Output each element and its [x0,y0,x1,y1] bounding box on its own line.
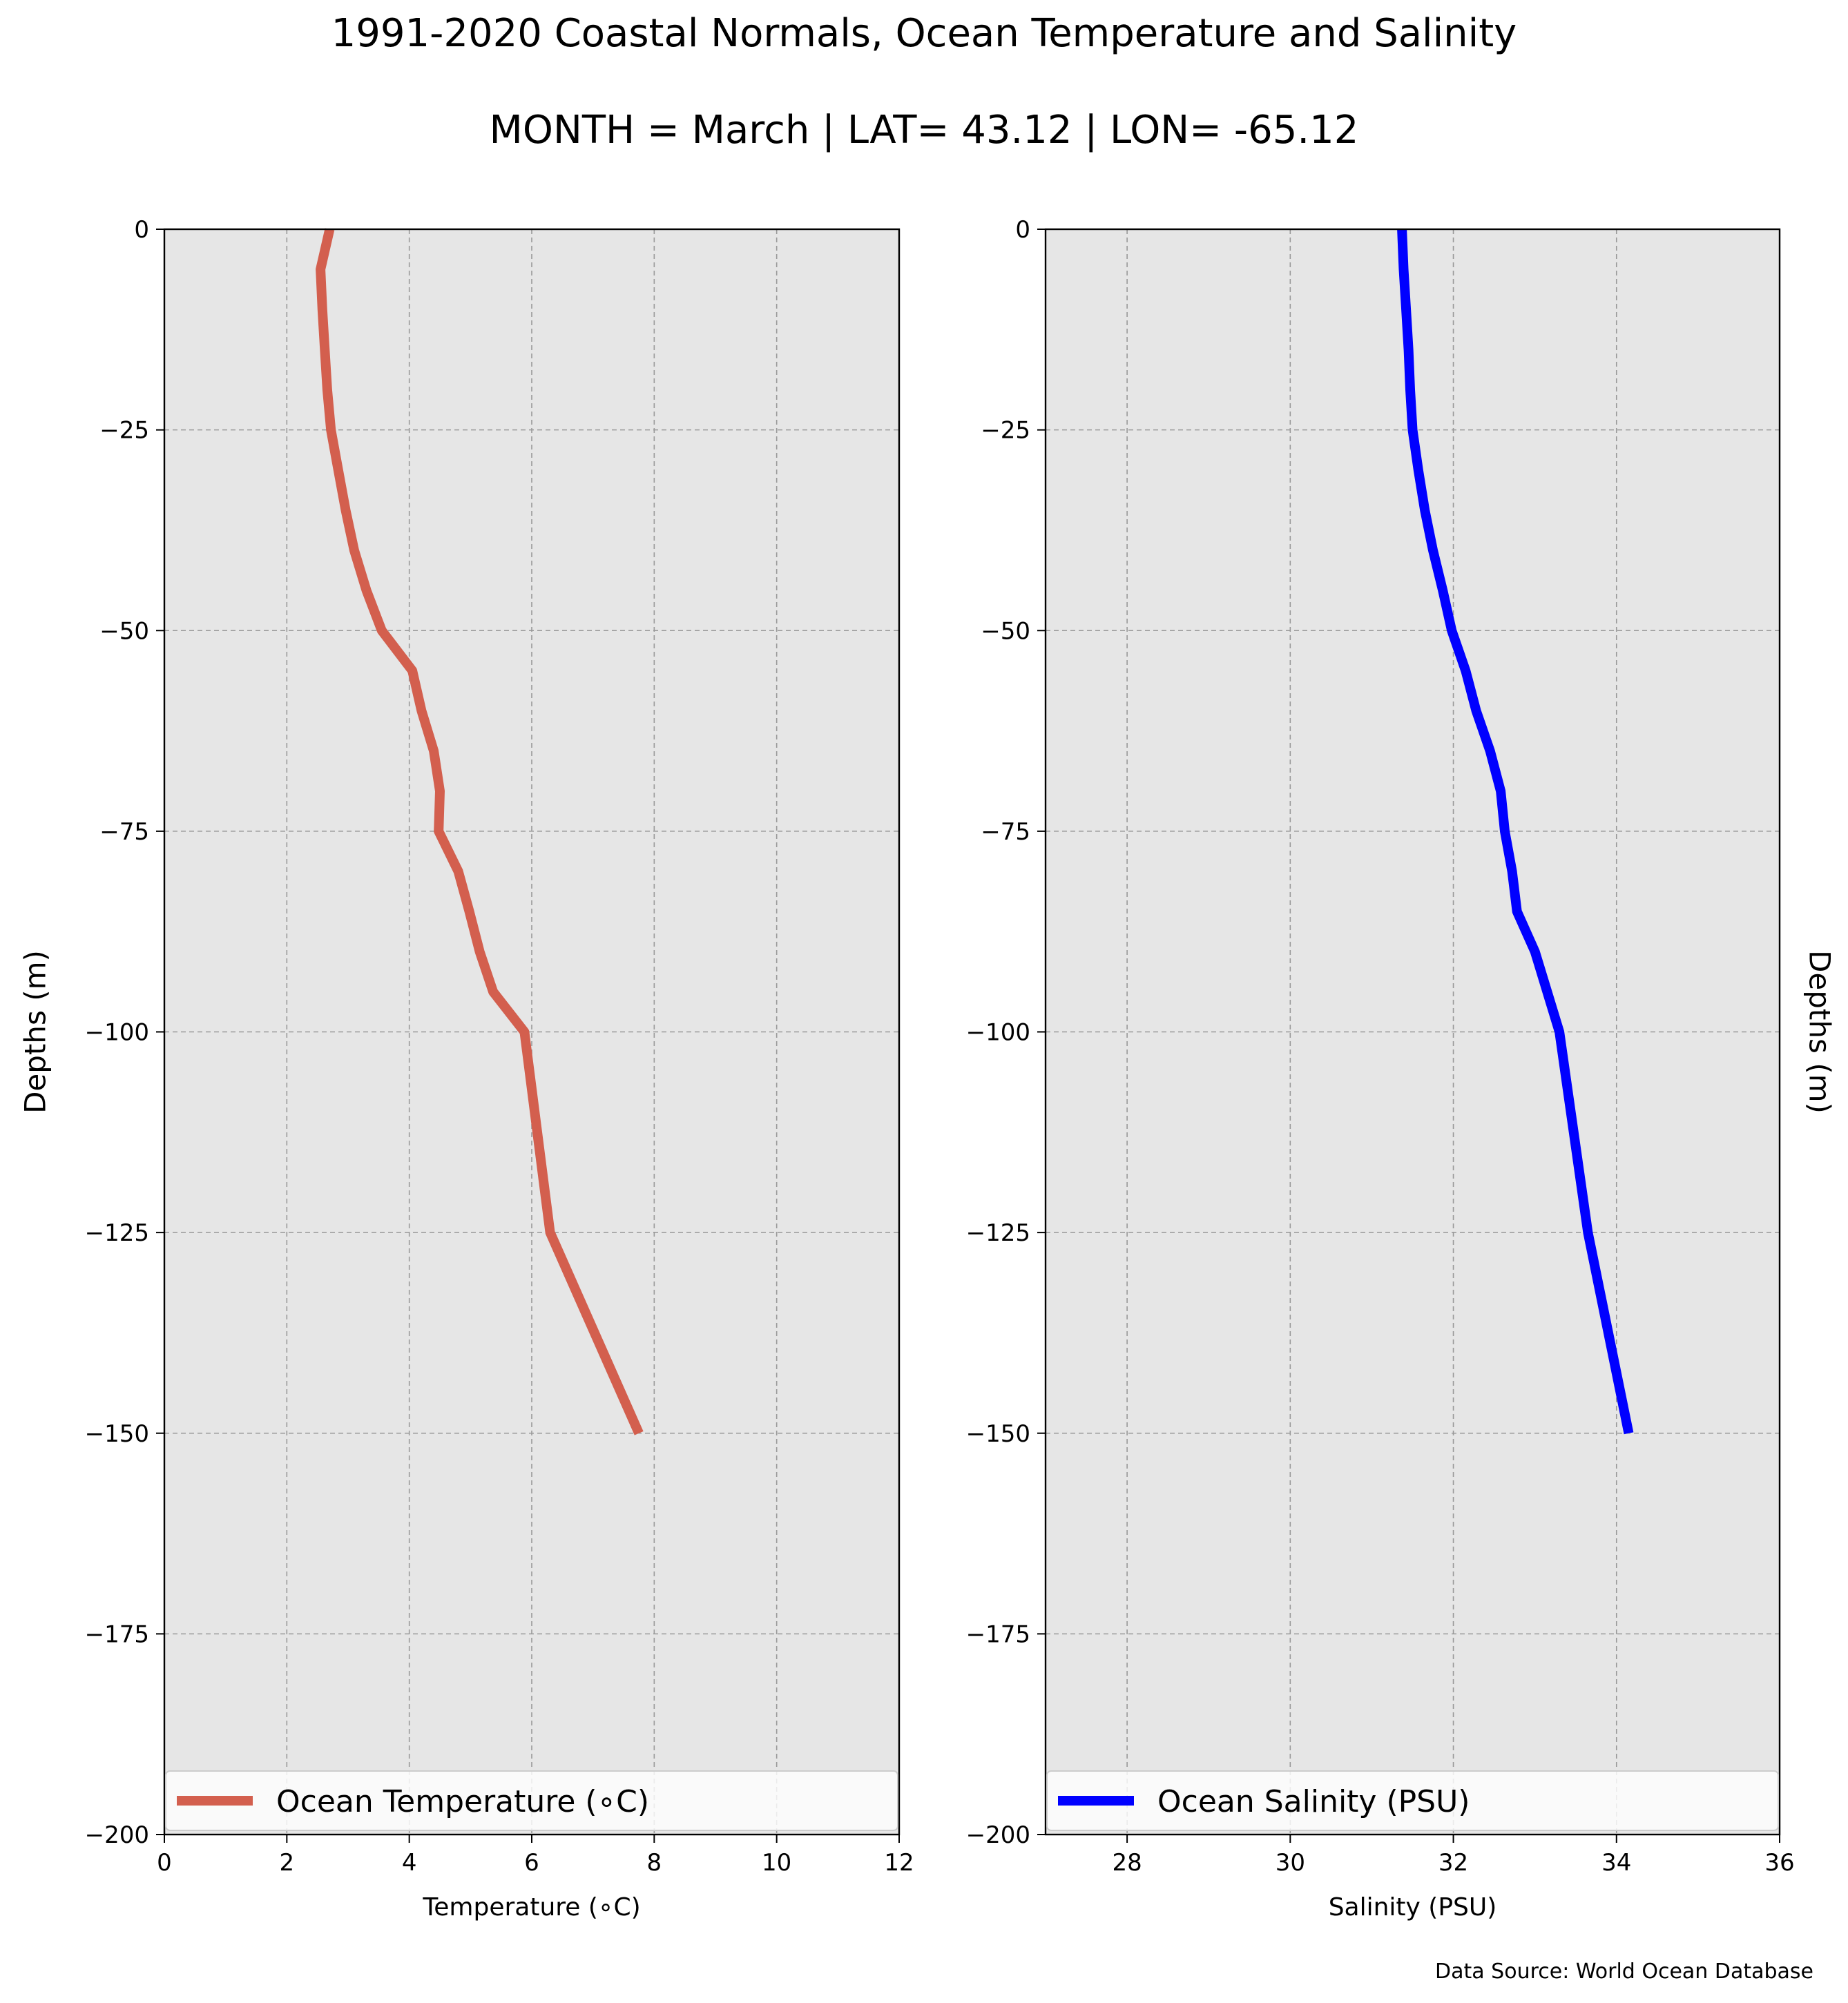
series-line-2-1 [1397,229,1634,1435]
y-tick-label: −175 [85,1620,149,1648]
legend: Ocean Salinity (PSU) [1046,1770,1779,1831]
x-axis-label: Temperature (∘C) [422,1893,640,1922]
x-tick-label: 8 [647,1849,662,1877]
legend-label: Ocean Temperature (∘C) [276,1784,649,1819]
y-tick-label: −150 [966,1420,1030,1448]
y-tick-label: −75 [99,818,149,846]
chart-subtitle: MONTH = March | LAT= 43.12 | LON= -65.12 [489,108,1359,153]
legend-box [165,1770,898,1831]
legend: Ocean Temperature (∘C) [165,1770,898,1831]
y-tick-label: 0 [1015,216,1030,244]
y-tick-label: −100 [85,1019,149,1047]
legend-label: Ocean Salinity (PSU) [1157,1784,1470,1819]
y-tick-label: −50 [981,617,1030,645]
x-tick-label: 10 [762,1849,791,1877]
x-tick-label: 12 [884,1849,914,1877]
x-tick-label: 6 [524,1849,539,1877]
y-tick-label: −100 [966,1019,1030,1047]
x-tick-label: 4 [402,1849,417,1877]
data-source-note: Data Source: World Ocean Database [1435,1960,1813,1984]
x-tick-label: 36 [1764,1849,1794,1877]
y-tick-label: −175 [966,1620,1030,1648]
y-axis-label: Depths (m) [19,950,52,1114]
x-axis-label: Salinity (PSU) [1329,1893,1497,1922]
y-tick-label: −125 [85,1219,149,1247]
chart-title: 1991-2020 Coastal Normals, Ocean Tempera… [331,11,1517,56]
x-tick-label: 32 [1438,1849,1468,1877]
y-tick-label: −200 [85,1821,149,1849]
x-tick-label: 2 [280,1849,295,1877]
x-tick-label: 34 [1601,1849,1631,1877]
y-tick-label: −150 [85,1420,149,1448]
y-tick-label: −25 [99,417,149,445]
y-tick-label: −50 [99,617,149,645]
y-axis-label: Depths (m) [1803,950,1837,1114]
chart-panel-2: 28 30 32 34 36 0 −25 −50 −75 −100 −125 −150 −175 −200… [966,216,1837,1922]
y-tick-label: 0 [134,216,149,244]
chart-panel-1: 0 2 4 6 8 10 12 0 −25 −50 −75 −100 −125 −150 −175 −200 T… [19,216,914,1922]
y-tick-label: −25 [981,417,1030,445]
x-tick-label: 0 [157,1849,172,1877]
x-tick-label: 30 [1276,1849,1305,1877]
y-tick-label: −125 [966,1219,1030,1247]
series-line-1-1 [316,228,644,1435]
x-tick-label: 28 [1112,1849,1142,1877]
legend-box [1046,1770,1779,1831]
y-tick-label: −200 [966,1821,1030,1849]
y-tick-label: −75 [981,818,1030,846]
